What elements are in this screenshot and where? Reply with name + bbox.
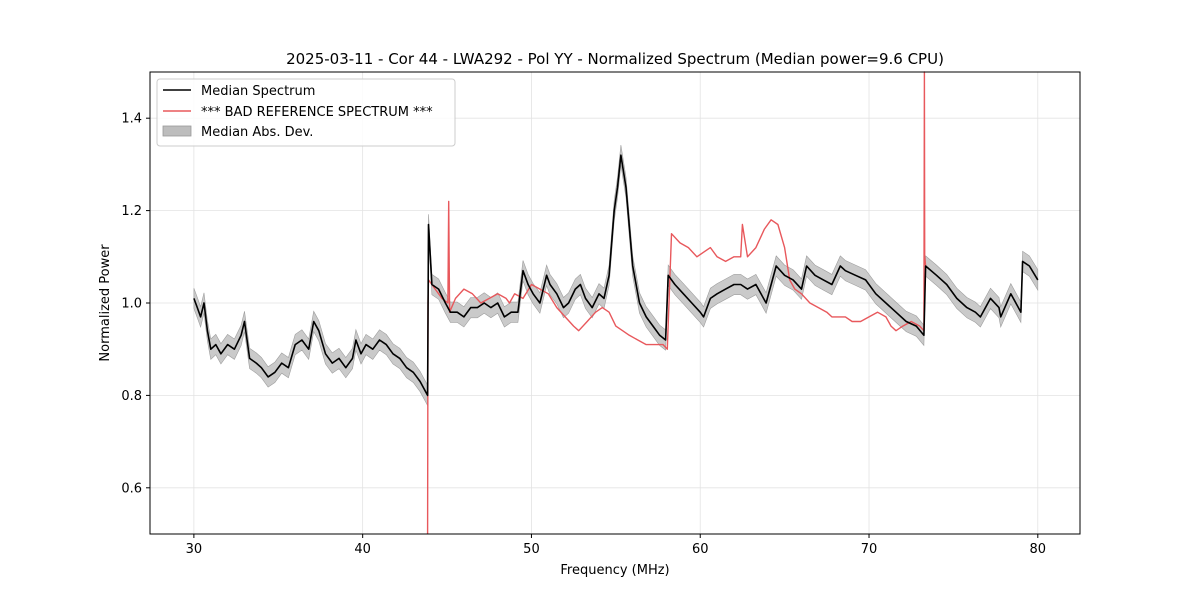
x-axis-ticks: 30 40 50 60 70 80 <box>186 534 1046 557</box>
x-tick-label: 30 <box>186 542 203 557</box>
y-axis-ticks: 0.6 0.8 1.0 1.2 1.4 <box>121 112 150 496</box>
y-tick-label: 1.4 <box>121 112 142 127</box>
legend-box <box>156 78 456 147</box>
legend: Median Spectrum *** BAD REFERENCE SPECTR… <box>156 78 456 147</box>
bad-reference-line <box>426 71 927 535</box>
y-tick-label: 0.8 <box>121 389 142 404</box>
y-tick-label: 1.0 <box>121 297 142 312</box>
legend-label-median: Median Spectrum <box>201 84 315 99</box>
x-tick-label: 60 <box>692 542 709 557</box>
legend-label-mad: Median Abs. Dev. <box>201 125 313 140</box>
x-tick-label: 80 <box>1030 542 1047 557</box>
median-spectrum-line <box>193 154 1039 397</box>
legend-label-bad-reference: *** BAD REFERENCE SPECTRUM *** <box>201 105 433 120</box>
series-lines <box>193 71 1039 535</box>
x-axis-label: Frequency (MHz) <box>560 563 669 578</box>
y-axis-label: Normalized Power <box>98 244 113 362</box>
y-tick-label: 1.2 <box>121 204 142 219</box>
x-tick-label: 50 <box>523 542 540 557</box>
chart-title: 2025-03-11 - Cor 44 - LWA292 - Pol YY - … <box>286 50 944 68</box>
x-tick-label: 40 <box>354 542 371 557</box>
y-tick-label: 0.6 <box>121 481 142 496</box>
mad-band-area <box>193 144 1039 406</box>
mad-band <box>193 144 1039 406</box>
legend-swatch-mad <box>162 125 192 137</box>
x-tick-label: 70 <box>861 542 878 557</box>
